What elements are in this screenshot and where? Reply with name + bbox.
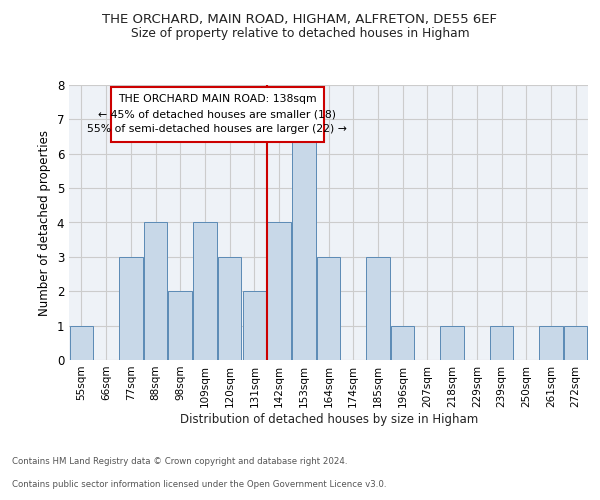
Text: THE ORCHARD MAIN ROAD: 138sqm: THE ORCHARD MAIN ROAD: 138sqm bbox=[118, 94, 317, 104]
Bar bbox=[119, 257, 143, 360]
Text: Size of property relative to detached houses in Higham: Size of property relative to detached ho… bbox=[131, 28, 469, 40]
Bar bbox=[169, 291, 192, 360]
Bar bbox=[391, 326, 415, 360]
Bar bbox=[193, 222, 217, 360]
Bar bbox=[268, 222, 291, 360]
Bar bbox=[539, 326, 563, 360]
Bar bbox=[70, 326, 93, 360]
Bar bbox=[564, 326, 587, 360]
Text: Contains HM Land Registry data © Crown copyright and database right 2024.: Contains HM Land Registry data © Crown c… bbox=[12, 457, 347, 466]
Bar bbox=[317, 257, 340, 360]
Bar bbox=[242, 291, 266, 360]
Bar bbox=[292, 120, 316, 360]
Bar bbox=[440, 326, 464, 360]
Bar bbox=[366, 257, 389, 360]
Text: Distribution of detached houses by size in Higham: Distribution of detached houses by size … bbox=[179, 412, 478, 426]
Bar bbox=[490, 326, 513, 360]
FancyBboxPatch shape bbox=[111, 86, 323, 142]
Text: ← 45% of detached houses are smaller (18): ← 45% of detached houses are smaller (18… bbox=[98, 109, 336, 119]
Text: Contains public sector information licensed under the Open Government Licence v3: Contains public sector information licen… bbox=[12, 480, 386, 489]
Y-axis label: Number of detached properties: Number of detached properties bbox=[38, 130, 51, 316]
Text: 55% of semi-detached houses are larger (22) →: 55% of semi-detached houses are larger (… bbox=[88, 124, 347, 134]
Bar bbox=[144, 222, 167, 360]
Bar bbox=[218, 257, 241, 360]
Text: THE ORCHARD, MAIN ROAD, HIGHAM, ALFRETON, DE55 6EF: THE ORCHARD, MAIN ROAD, HIGHAM, ALFRETON… bbox=[103, 12, 497, 26]
